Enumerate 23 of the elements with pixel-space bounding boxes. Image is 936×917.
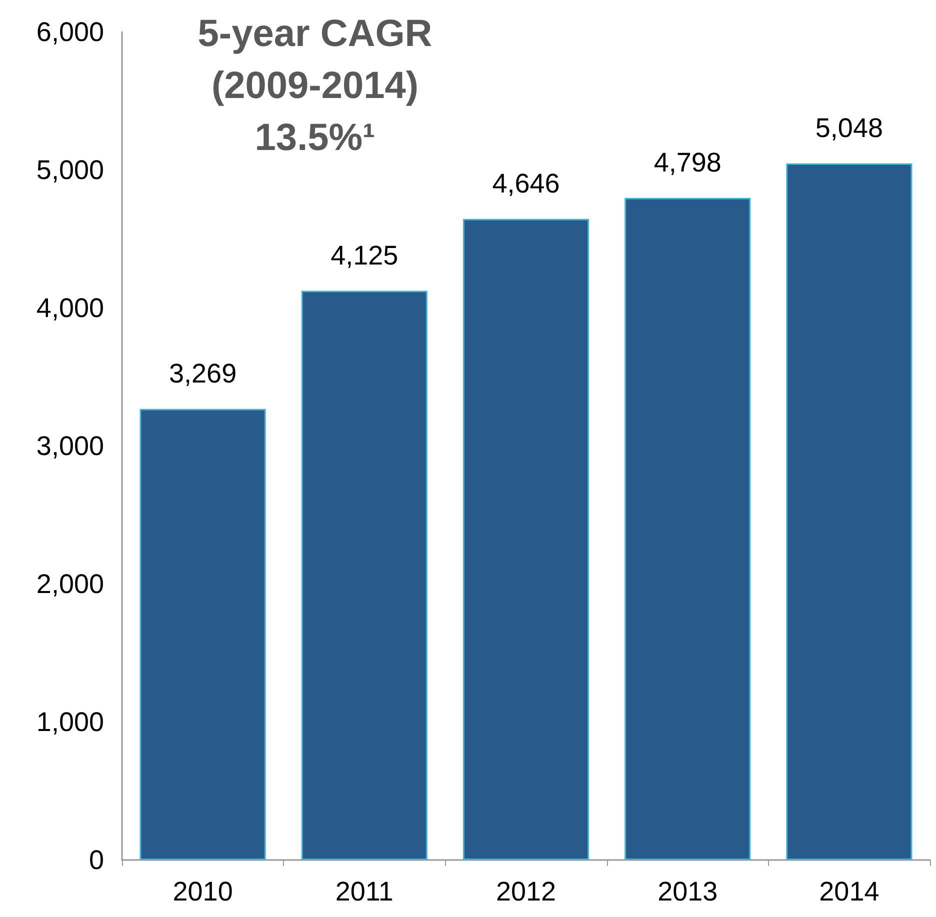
data-label: 4,125 <box>330 240 398 270</box>
y-tick-label: 4,000 <box>36 293 104 323</box>
bar <box>462 218 590 860</box>
bar <box>786 163 912 860</box>
y-tick-label: 5,000 <box>36 155 104 185</box>
x-tick-label: 2011 <box>335 876 394 906</box>
bar <box>624 198 751 860</box>
bar <box>301 290 428 860</box>
y-tick-label: 2,000 <box>36 569 104 599</box>
annotation: 5-year CAGR (2009-2014) 13.5%¹ <box>198 13 432 159</box>
data-label: 3,269 <box>169 358 237 388</box>
y-tick-label: 3,000 <box>36 431 104 461</box>
data-label: 5,048 <box>815 112 883 143</box>
x-tick-label: 2012 <box>496 876 556 906</box>
y-tick-label: 6,000 <box>36 17 104 47</box>
x-tick-label: 2013 <box>658 876 718 906</box>
x-tick-label: 2010 <box>172 876 233 906</box>
bar <box>140 408 266 860</box>
data-label: 4,798 <box>654 147 722 178</box>
y-tick-label: 0 <box>88 845 104 875</box>
y-tick-label: 1,000 <box>36 707 104 737</box>
x-tick-label: 2014 <box>819 876 880 906</box>
data-label: 4,646 <box>492 168 560 198</box>
